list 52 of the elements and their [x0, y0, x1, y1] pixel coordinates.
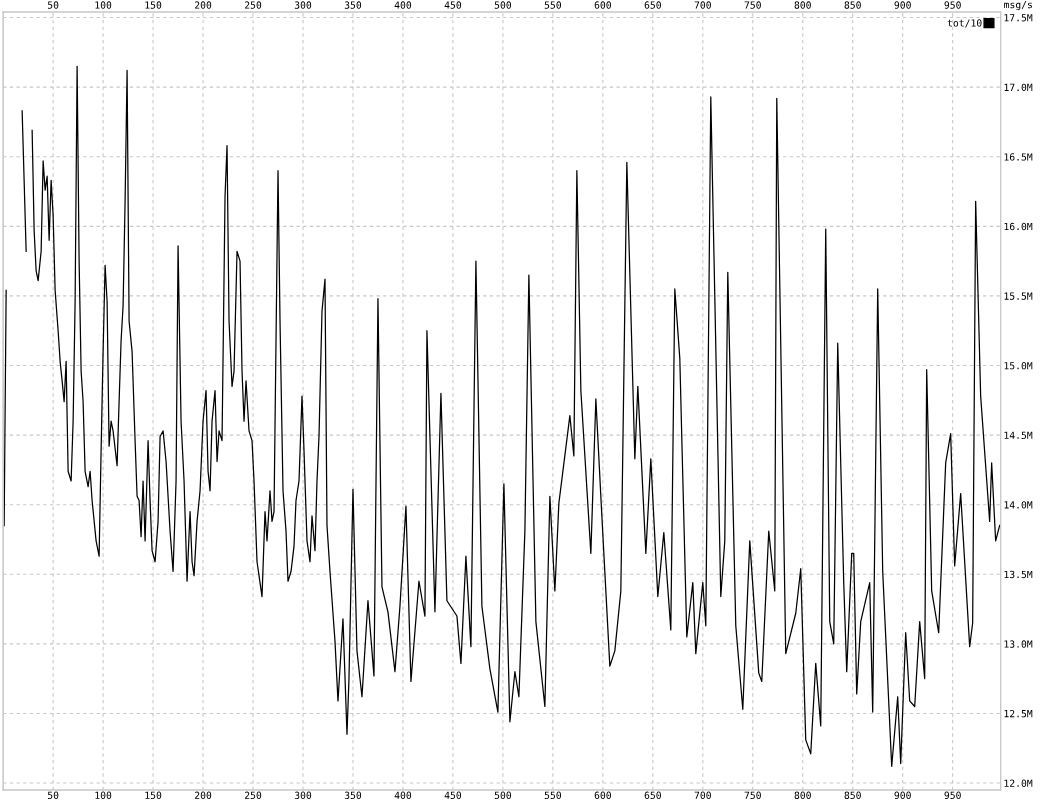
x-tick-label: 100 [95, 791, 112, 799]
x-tick-label: 900 [894, 791, 911, 799]
x-tick-label: 700 [694, 791, 711, 799]
y-tick-label: 13.0M [1004, 640, 1033, 648]
y-tick-label: 12.5M [1004, 709, 1033, 718]
x-tick-label: 300 [294, 791, 312, 799]
x2-tick-label: 150 [145, 1, 162, 9]
x-tick-label: 750 [744, 791, 761, 799]
x2-tick-label: 900 [894, 1, 911, 9]
x-tick-label: 50 [47, 791, 59, 799]
x-tick-label: 450 [444, 791, 462, 799]
x2-tick-label: 250 [244, 1, 262, 9]
x-tick-label: 400 [394, 791, 412, 799]
x2-tick-label: 200 [194, 1, 212, 9]
x2-tick-label: 450 [444, 1, 462, 9]
x-tick-label: 650 [644, 791, 661, 799]
x-tick-label: 500 [494, 791, 512, 799]
x2-tick-label: 300 [294, 1, 312, 9]
x-tick-label: 550 [544, 791, 562, 799]
x2-tick-label: 400 [394, 1, 412, 9]
y-tick-label: 12.0M [1004, 779, 1033, 787]
y-tick-label: 17.5M [1004, 14, 1033, 22]
y-tick-label: 13.5M [1004, 570, 1033, 579]
x-tick-label: 150 [145, 791, 162, 799]
y-axis-title: msg/s [1004, 1, 1032, 11]
x2-tick-label: 800 [794, 1, 811, 9]
x-tick-label: 350 [344, 791, 362, 799]
y-tick-label: 14.0M [1004, 501, 1033, 509]
legend-label: tot/10 [947, 19, 982, 28]
x-tick-label: 250 [244, 791, 262, 799]
x2-tick-label: 350 [344, 1, 362, 9]
x-tick-label: 950 [944, 791, 961, 799]
x2-tick-label: 100 [95, 1, 112, 9]
y-tick-label: 17.0M [1004, 83, 1033, 92]
y-tick-label: 16.5M [1004, 153, 1033, 161]
x2-tick-label: 850 [844, 1, 861, 9]
x-tick-label: 200 [194, 791, 212, 799]
y-tick-label: 15.0M [1004, 362, 1033, 370]
x-tick-label: 850 [844, 791, 861, 799]
x2-tick-label: 650 [644, 1, 661, 9]
x2-tick-label: 700 [694, 1, 711, 9]
x-tick-label: 600 [594, 791, 611, 799]
x2-tick-label: 550 [544, 1, 562, 9]
y-tick-label: 14.5M [1004, 431, 1033, 439]
x2-tick-label: 50 [47, 1, 59, 9]
x2-tick-label: 950 [944, 1, 961, 9]
x2-tick-label: 500 [494, 1, 512, 9]
y-tick-label: 15.5M [1004, 292, 1033, 300]
x2-tick-label: 750 [744, 1, 761, 9]
x-tick-label: 800 [794, 791, 811, 799]
x2-tick-label: 600 [594, 1, 611, 9]
y-tick-label: 16.0M [1004, 222, 1033, 231]
